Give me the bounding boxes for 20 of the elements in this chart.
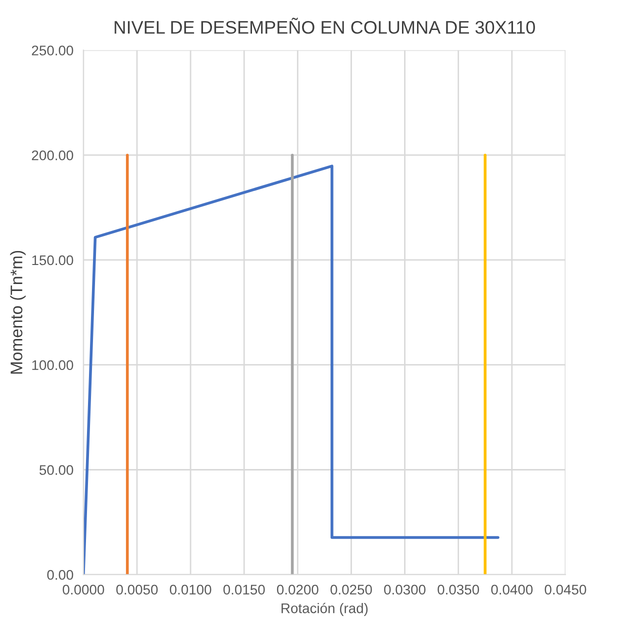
x-tick-label: 0.0200 [276, 584, 318, 595]
y-tick-label: 50.00 [40, 465, 74, 475]
x-tick-label: 0.0250 [330, 584, 372, 595]
chart-title: NIVEL DE DESEMPEÑO EN COLUMNA DE 30X110 [114, 18, 535, 34]
x-tick-label: 0.0400 [491, 584, 533, 595]
y-tick-label: 0.00 [47, 570, 74, 580]
x-tick-label: 0.0100 [170, 584, 212, 595]
y-tick-label: 200.00 [32, 150, 74, 160]
x-tick-label: 0.0350 [438, 584, 480, 595]
x-tick-label: 0.0000 [62, 584, 104, 595]
y-axis-title: Momento (Tn*m) [10, 250, 26, 374]
x-tick-label: 0.0450 [544, 584, 586, 595]
x-tick-label: 0.0050 [116, 584, 158, 595]
x-tick-label: 0.0150 [223, 584, 265, 595]
y-tick-label: 250.00 [32, 46, 74, 56]
y-tick-label: 100.00 [32, 360, 74, 370]
y-tick-label: 150.00 [32, 255, 74, 266]
x-tick-label: 0.0300 [384, 584, 426, 595]
x-axis-title: Rotación (rad) [282, 602, 368, 616]
line-series [83, 164, 500, 575]
